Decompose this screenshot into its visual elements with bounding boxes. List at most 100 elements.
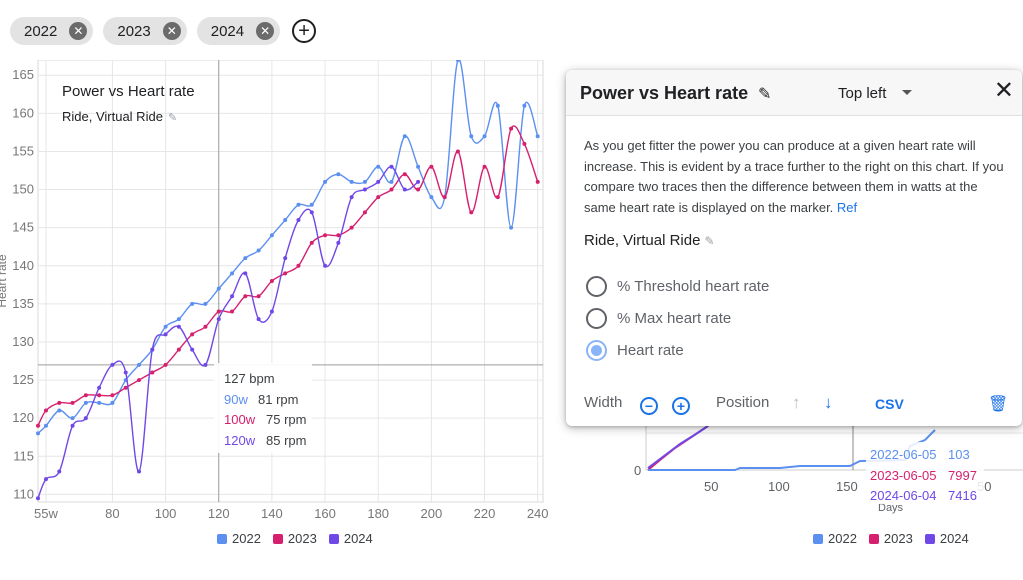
bg-x-tick: 50: [704, 479, 718, 494]
x-tick-label: 80: [105, 506, 119, 521]
data-point: [376, 195, 381, 200]
data-point: [469, 210, 474, 215]
radio-max-heart-rate[interactable]: % Max heart rate: [586, 308, 731, 329]
data-point: [283, 271, 288, 276]
close-circle-icon[interactable]: ✕: [162, 22, 181, 40]
data-point: [57, 469, 62, 474]
filter-chip-2023[interactable]: 2023 ✕: [103, 17, 187, 45]
legend-label: 2022: [232, 531, 261, 546]
plus-circle-icon[interactable]: +: [292, 19, 317, 43]
data-point: [110, 362, 115, 367]
arrow-up-icon[interactable]: ↑: [792, 393, 801, 412]
data-point: [323, 179, 328, 184]
data-point: [123, 370, 128, 375]
position-select[interactable]: Top left: [838, 85, 887, 102]
legend-item-2022[interactable]: 2022: [813, 531, 857, 546]
width-increase-button[interactable]: +: [672, 397, 690, 415]
data-point: [163, 332, 168, 337]
filter-chip-2022[interactable]: 2022 ✕: [10, 17, 94, 45]
data-point: [36, 423, 40, 428]
radio-threshold-heart-rate[interactable]: % Threshold heart rate: [586, 276, 769, 297]
data-point: [36, 431, 40, 436]
legend-label: 2024: [939, 531, 969, 546]
power-vs-heart-rate-chart[interactable]: 110 115 120 125 130 135 140 145 150 155 160 165 55w…: [0, 60, 560, 540]
data-point: [97, 385, 102, 390]
chart-subtitle: Ride, Virtual Ride: [62, 109, 163, 124]
data-point: [283, 256, 288, 261]
close-circle-icon[interactable]: ✕: [256, 22, 275, 40]
filter-chips: 2022 ✕ 2023 ✕ 2024 ✕ +: [10, 17, 317, 45]
data-point: [522, 141, 527, 146]
y-tick-label: 125: [12, 372, 34, 387]
csv-button[interactable]: CSV: [875, 396, 904, 412]
y-tick-label: 145: [12, 220, 34, 235]
data-point: [402, 172, 407, 177]
legend-item-2023[interactable]: 2023: [868, 531, 913, 546]
data-point: [203, 324, 208, 329]
description-text: As you get fitter the power you can prod…: [584, 138, 1004, 215]
y-tick-label: 140: [12, 258, 34, 273]
pencil-icon[interactable]: ✎: [758, 86, 772, 103]
data-point: [70, 416, 75, 421]
pencil-icon[interactable]: ✎: [168, 112, 177, 124]
radio-label: % Threshold heart rate: [617, 278, 770, 295]
legend-item-2024[interactable]: 2024: [924, 531, 969, 546]
data-point: [269, 279, 274, 283]
tooltip-value-2024: 85 rpm: [266, 433, 306, 448]
data-point: [190, 332, 195, 337]
bg-annotation-date-2022: 2022-06-05: [870, 447, 937, 462]
bg-x-tick: 150: [836, 479, 858, 494]
legend-label: 2023: [883, 531, 913, 546]
chart-settings-dialog: Power vs Heart rate ✎ Top left ✕ As you …: [566, 70, 1022, 426]
data-point: [190, 301, 195, 306]
data-point: [243, 294, 248, 299]
data-point: [296, 218, 301, 223]
bg-annotation-date-2023: 2023-06-05: [870, 468, 937, 483]
trash-icon[interactable]: 🗑: [988, 396, 1009, 413]
legend-item-2024[interactable]: 2024: [328, 531, 373, 546]
background-chart: 0 50 100 150 50 Days 2022-06-05 103 2023…: [634, 420, 1023, 514]
radio-heart-rate[interactable]: Heart rate: [586, 340, 684, 361]
legend-item-2022[interactable]: 2022: [217, 531, 261, 546]
ref-link[interactable]: Ref: [836, 199, 858, 215]
pencil-icon[interactable]: ✎: [704, 234, 715, 248]
data-point: [110, 400, 115, 405]
radio-button[interactable]: [586, 340, 607, 361]
y-axis-ticks: 110 115 120 125 130 135 140 145 150 155 160 165: [12, 67, 34, 501]
radio-button[interactable]: [586, 276, 607, 297]
radio-button[interactable]: [586, 308, 607, 329]
data-point: [389, 187, 394, 192]
data-point: [429, 195, 434, 200]
caret-down-icon[interactable]: [902, 90, 912, 95]
legend-label: 2023: [287, 531, 317, 546]
data-point: [389, 164, 394, 169]
bg-y-tick: 0: [634, 463, 641, 478]
data-point: [216, 309, 221, 314]
data-point: [349, 195, 354, 200]
legend-swatch: [217, 533, 227, 544]
data-point: [509, 126, 514, 131]
chip-label: 2024: [210, 22, 245, 40]
y-tick-label: 120: [12, 410, 34, 425]
close-icon[interactable]: ✕: [993, 77, 1014, 104]
data-point: [323, 263, 328, 268]
arrow-down-icon[interactable]: ↓: [824, 393, 833, 412]
chip-label: 2023: [117, 22, 151, 40]
data-point: [203, 362, 208, 367]
width-decrease-button[interactable]: −: [640, 397, 658, 415]
bg-annotation-date-2024: 2024-06-04: [870, 488, 937, 503]
close-circle-icon[interactable]: ✕: [69, 22, 88, 40]
filter-chip-2024[interactable]: 2024 ✕: [196, 17, 281, 45]
series-2022: [36, 60, 540, 436]
legend-swatch: [868, 533, 879, 544]
data-point: [362, 210, 367, 215]
data-point: [455, 149, 460, 154]
x-tick-label: 120: [208, 506, 230, 521]
legend-item-2023[interactable]: 2023: [272, 531, 317, 546]
data-point: [83, 416, 88, 421]
position-label: Position: [716, 394, 770, 411]
bg-x-label: Days: [878, 502, 904, 514]
data-point: [362, 179, 367, 184]
chart-title: Power vs Heart rate: [62, 83, 195, 100]
data-point: [323, 233, 328, 238]
